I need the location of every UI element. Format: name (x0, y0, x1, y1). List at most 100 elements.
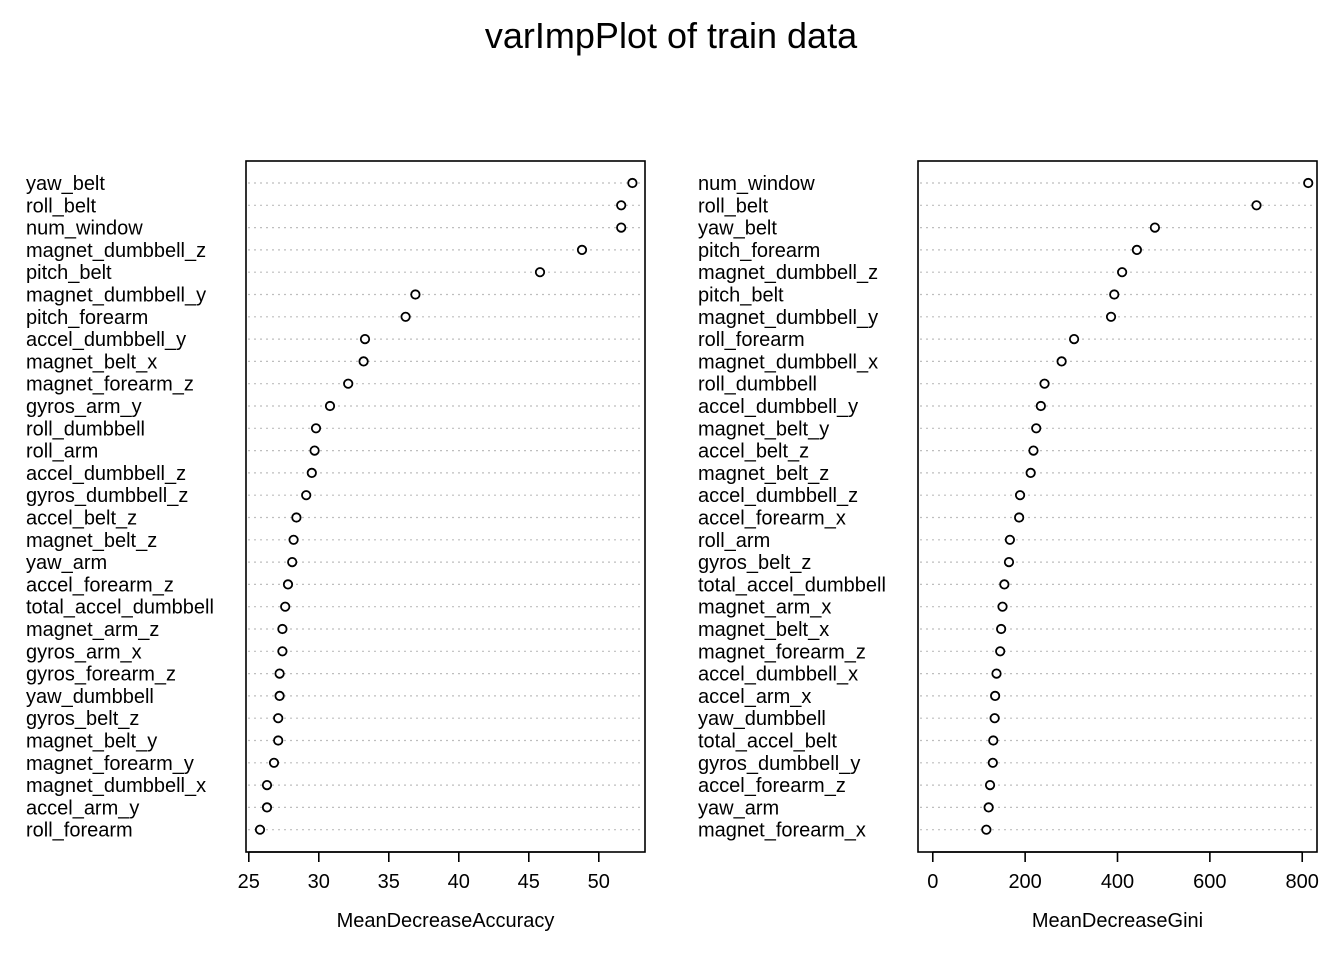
importance-point (996, 623, 1007, 635)
importance-point (534, 267, 546, 278)
variable-label: accel_dumbbell_x (698, 664, 858, 686)
importance-point (358, 356, 369, 367)
variable-label: accel_belt_z (698, 441, 809, 463)
variable-label: gyros_dumbbell_y (698, 753, 860, 775)
x-axis-label: MeanDecreaseAccuracy (337, 910, 555, 932)
variable-label: magnet_dumbbell_y (698, 307, 878, 329)
variable-label: pitch_forearm (26, 307, 148, 329)
variable-label: roll_forearm (26, 820, 133, 842)
variable-label: magnet_forearm_y (26, 753, 194, 775)
importance-point (1039, 378, 1050, 389)
variable-label: magnet_belt_x (26, 351, 157, 373)
importance-point (1028, 445, 1039, 456)
variable-label: pitch_forearm (698, 240, 820, 262)
variable-label: roll_dumbbell (26, 418, 145, 440)
importance-point (989, 713, 1000, 724)
importance-point (983, 802, 994, 813)
importance-point (324, 400, 336, 412)
variable-label: magnet_dumbbell_z (26, 240, 206, 262)
variable-label: roll_belt (26, 195, 96, 217)
importance-point (410, 289, 421, 300)
variable-label: roll_belt (698, 195, 768, 217)
variable-label: accel_dumbbell_z (698, 485, 858, 507)
plot-frame (245, 160, 646, 853)
variable-label: gyros_dumbbell_z (26, 485, 188, 507)
x-tick-label: 200 (1008, 871, 1041, 893)
importance-point (274, 690, 285, 702)
importance-point (1025, 467, 1036, 478)
importance-point (991, 668, 1002, 679)
importance-point (999, 579, 1010, 590)
x-tick-label: 40 (448, 871, 470, 893)
variable-label: gyros_belt_z (698, 552, 811, 574)
importance-point (1004, 534, 1015, 545)
importance-point (1014, 512, 1025, 523)
importance-point (1117, 267, 1128, 278)
x-tick-label: 35 (378, 871, 400, 893)
importance-point (990, 690, 1001, 702)
importance-point (987, 757, 998, 768)
x-tick-label: 0 (927, 871, 938, 893)
importance-point (1035, 400, 1046, 412)
importance-point (1251, 200, 1262, 211)
variable-label: roll_arm (26, 441, 98, 463)
importance-point (1014, 490, 1026, 501)
variable-label: yaw_belt (698, 218, 777, 240)
importance-point (277, 646, 288, 657)
importance-point (997, 601, 1008, 612)
importance-point (277, 623, 288, 635)
variable-label: gyros_arm_y (26, 396, 142, 418)
importance-point (287, 556, 298, 568)
importance-point (1131, 244, 1142, 255)
variable-label: num_window (26, 218, 143, 240)
variable-label: accel_arm_x (698, 686, 811, 708)
importance-point (359, 333, 371, 345)
variable-label: magnet_arm_x (698, 597, 831, 619)
x-tick-label: 400 (1101, 871, 1134, 893)
variable-label: accel_dumbbell_z (26, 463, 186, 485)
importance-point (627, 177, 638, 189)
x-tick-label: 45 (518, 871, 540, 893)
importance-point (274, 668, 285, 679)
x-tick-label: 50 (588, 871, 610, 893)
importance-point (1105, 311, 1117, 322)
variable-label: magnet_dumbbell_z (698, 262, 878, 284)
importance-point (309, 445, 320, 456)
variable-label: magnet_forearm_x (698, 820, 866, 842)
importance-point (343, 378, 354, 389)
importance-point (616, 222, 627, 233)
variable-label: accel_forearm_z (26, 574, 174, 596)
importance-point (268, 757, 280, 768)
importance-point (1303, 177, 1314, 189)
importance-point (400, 311, 411, 322)
variable-label: roll_arm (698, 530, 770, 552)
importance-point (301, 490, 312, 501)
variable-label: magnet_belt_z (698, 463, 829, 485)
x-tick-label: 800 (1286, 871, 1319, 893)
importance-point (280, 601, 291, 612)
importance-point (254, 824, 266, 835)
variable-label: total_accel_dumbbell (26, 597, 214, 619)
importance-point (988, 735, 999, 746)
variable-label: accel_forearm_x (698, 508, 846, 530)
variable-label: magnet_belt_y (26, 731, 157, 753)
importance-point (273, 713, 284, 724)
variable-label: pitch_belt (26, 262, 112, 284)
variable-label: gyros_belt_z (26, 708, 139, 730)
x-axis-label: MeanDecreaseGini (1032, 910, 1203, 932)
importance-point (282, 579, 294, 590)
importance-point (616, 200, 627, 211)
variable-label: pitch_belt (698, 285, 784, 307)
variable-label: accel_belt_z (26, 508, 137, 530)
variable-label: accel_forearm_z (698, 775, 846, 797)
importance-point (576, 244, 588, 255)
importance-point (310, 423, 322, 434)
x-tick-label: 600 (1193, 871, 1226, 893)
variable-label: yaw_dumbbell (698, 708, 826, 730)
variable-label: yaw_arm (26, 552, 107, 574)
variable-label: magnet_belt_x (698, 619, 829, 641)
variable-label: num_window (698, 173, 815, 195)
variable-label: roll_dumbbell (698, 374, 817, 396)
variable-label: yaw_dumbbell (26, 686, 154, 708)
